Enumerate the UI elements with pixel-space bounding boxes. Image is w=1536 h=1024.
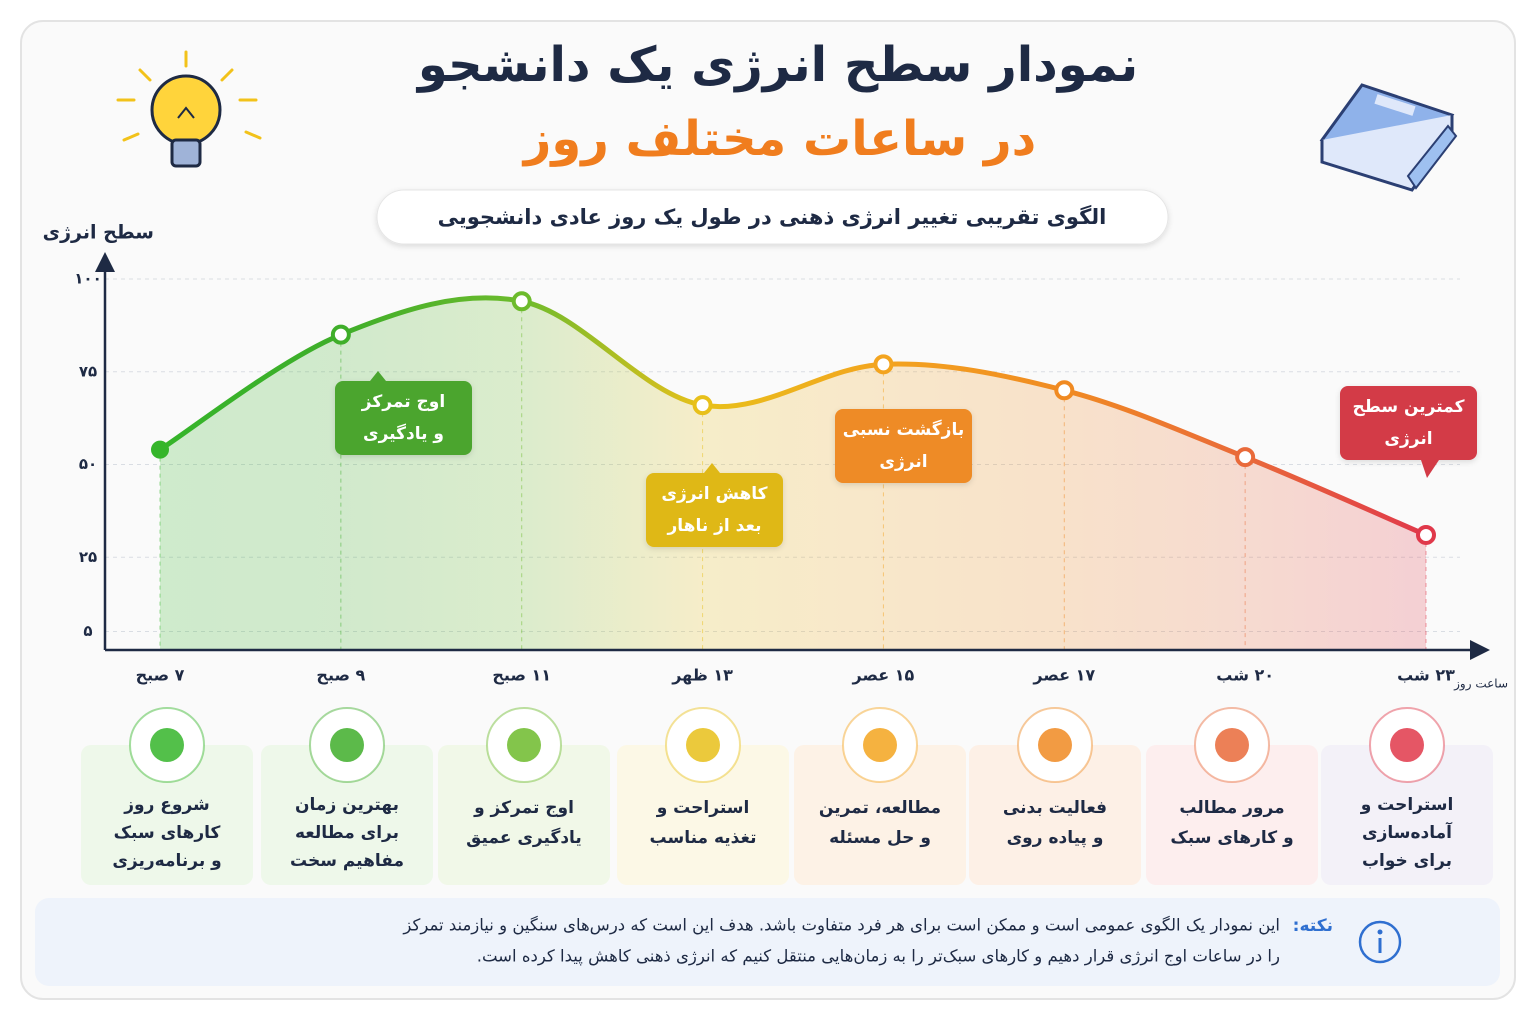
plot: ۵ ۲۵ ۵۰ ۷۵ ۱۰۰ ۷ صبح ۹ صبح ۱۱ صبح ۱۳ ظهر ۱۵ عصر ۱۷…	[74, 252, 1493, 885]
annotation-text: انرژی	[1384, 429, 1432, 449]
annotation-box	[835, 409, 972, 483]
activity-text: آماده‌سازی	[1362, 821, 1453, 843]
activity-text: کارهای سبک	[114, 823, 221, 843]
annotation-box	[646, 473, 783, 547]
activity-icon-inner	[330, 728, 364, 762]
annotation-text: کاهش انرژی	[661, 484, 767, 504]
activity-icon-inner	[507, 728, 541, 762]
activity-text: فعالیت بدنی	[1003, 798, 1107, 818]
data-point	[151, 440, 169, 459]
annotation-text: اوج تمرکز	[361, 392, 445, 412]
annotation-box	[335, 381, 472, 455]
activity-text: یادگیری عمیق	[466, 827, 582, 848]
x-axis-label: ساعت روز	[1453, 677, 1508, 692]
activity-text: بهترین زمان	[295, 795, 399, 815]
data-point	[511, 291, 532, 312]
x-tick-label: ۱۱ صبح	[492, 666, 551, 685]
area	[160, 297, 1426, 650]
data-point	[330, 324, 351, 345]
y-tick-label: ۱۰۰	[74, 270, 101, 288]
note-text: این نمودار یک الگوی عمومی است و ممکن است…	[402, 916, 1280, 936]
activity-icon-inner	[1215, 728, 1249, 762]
activity-text: استراحت و	[1360, 795, 1454, 815]
x-tick-label: ۲۰ شب	[1216, 666, 1274, 685]
y-tick-label: ۲۵	[79, 548, 97, 566]
activity-card	[617, 745, 789, 885]
y-tick-label: ۷۵	[79, 362, 97, 380]
annotation-tail	[1421, 460, 1439, 478]
activity-icon-inner	[686, 728, 720, 762]
activity-text: مرور مطالب	[1179, 798, 1284, 818]
annotation-text: بعد از ناهار	[667, 516, 762, 536]
data-point	[873, 354, 894, 375]
data-point	[1416, 524, 1436, 545]
note-text: را در ساعات اوج انرژی قرار دهیم و کارهای…	[477, 947, 1280, 967]
activity-text: برای مطالعه	[295, 823, 399, 843]
y-tick-label: ۵۰	[79, 455, 97, 473]
data-point	[1235, 447, 1256, 468]
x-tick-label: ۱۷ عصر	[1032, 666, 1095, 685]
activity-card	[261, 745, 433, 885]
book-icon	[1319, 83, 1458, 192]
activity-icon-inner	[150, 728, 184, 762]
annotation-text: و یادگیری	[363, 423, 444, 444]
note-box	[35, 898, 1500, 986]
note-label: نکته:	[1293, 916, 1333, 936]
activity-card	[81, 745, 253, 885]
activity-text: شروع روز	[123, 795, 210, 815]
data-point	[692, 395, 713, 416]
x-tick-label: ۲۳ شب	[1397, 666, 1455, 685]
activity-icon-inner	[863, 728, 897, 762]
annotation-tail	[704, 463, 720, 473]
activity-card	[969, 745, 1141, 885]
activity-text: و برنامه‌ریزی	[112, 851, 221, 871]
data-point	[1054, 380, 1075, 401]
x-tick-label: ۱۳ ظهر	[671, 666, 733, 685]
chart-title: نمودار سطح انرژی یک دانشجو	[416, 37, 1138, 93]
activity-text: مطالعه، تمرین	[819, 798, 941, 818]
activity-text: و حل مسئله	[829, 828, 931, 848]
line	[157, 295, 1429, 538]
description-pill	[376, 189, 1169, 245]
y-axis-label: سطح انرژی	[43, 222, 154, 244]
activity-card	[794, 745, 966, 885]
activity-text: برای خواب	[1362, 851, 1452, 871]
chart-description: الگوی تقریبی تغییر انرژی ذهنی در طول یک …	[438, 204, 1107, 229]
bulb-icon	[116, 50, 262, 168]
activity-icon-inner	[1390, 728, 1424, 762]
activity-text: و پیاده روی	[1007, 828, 1104, 848]
activity-card	[1146, 745, 1318, 885]
y-tick-label: ۵	[83, 622, 92, 640]
activity-text: استراحت و	[656, 798, 750, 818]
activity-text: اوج تمرکز و	[473, 798, 574, 818]
info-icon	[1358, 920, 1402, 964]
x-tick-label: ۱۵ عصر	[852, 666, 915, 685]
annotation-tail	[370, 371, 386, 381]
activity-text: مفاهیم سخت	[290, 851, 404, 871]
activity-card	[1321, 745, 1493, 885]
annotation-text: کمترین سطح	[1353, 397, 1465, 417]
activity-text: و کارهای سبک	[1170, 828, 1293, 848]
x-tick-label: ۷ صبح	[136, 666, 185, 685]
annotation-box	[1340, 386, 1477, 460]
activity-icon-inner	[1038, 728, 1072, 762]
activity-text: تغذیه مناسب	[650, 828, 757, 848]
x-tick-label: ۹ صبح	[316, 666, 365, 685]
annotation-text: انرژی	[879, 452, 927, 472]
activity-card	[438, 745, 610, 885]
chart-subtitle: در ساعات مختلف روز	[522, 111, 1036, 167]
annotation-text: بازگشت نسبی	[843, 419, 964, 440]
